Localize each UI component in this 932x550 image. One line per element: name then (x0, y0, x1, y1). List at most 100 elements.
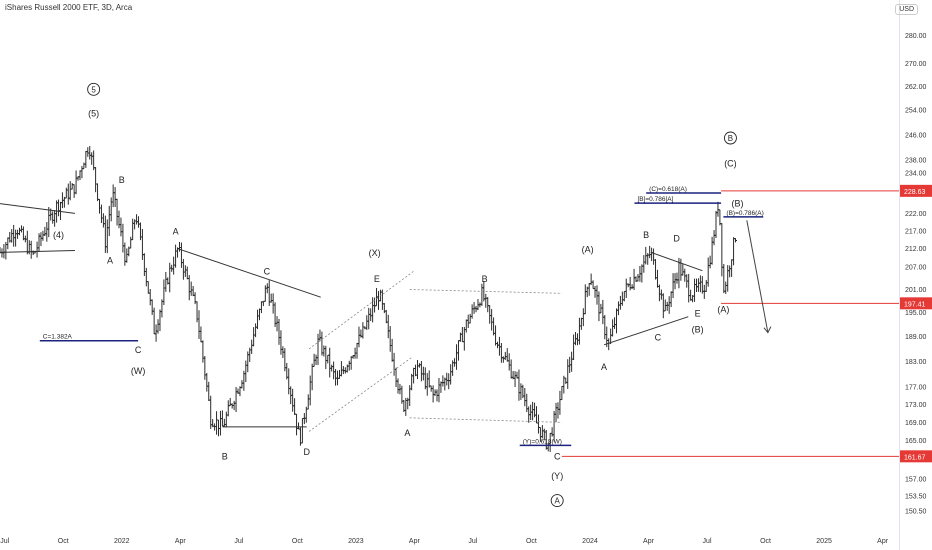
ohlc-bar (536, 414, 540, 434)
ohlc-bar (689, 289, 693, 301)
ohlc-bar (68, 181, 72, 201)
ohlc-bar (466, 314, 470, 329)
ohlc-bar (269, 293, 273, 303)
fib-level-label: C=1.382A (43, 334, 73, 341)
wave-label: A (601, 362, 607, 372)
x-tick-label: Oct (526, 538, 537, 545)
wave-label: (5) (88, 108, 99, 118)
wave-label: A (555, 497, 561, 506)
y-tick-label: 212.00 (905, 246, 927, 253)
ohlc-bar (160, 299, 164, 318)
ohlc-bar (259, 301, 263, 314)
ohlc-bar (265, 283, 269, 294)
price-axis-separator (899, 0, 900, 550)
wave-label: D (673, 234, 680, 244)
ohlc-bar (554, 402, 558, 423)
ohlc-bar (687, 273, 691, 303)
ohlc-bar (650, 247, 654, 262)
ohlc-bar (107, 205, 111, 237)
ohlc-bar (168, 262, 172, 293)
ohlc-bar (618, 295, 622, 310)
ohlc-bar (616, 301, 620, 316)
ohlc-bar (577, 317, 581, 345)
ohlc-bar (433, 389, 437, 396)
ohlc-bar (355, 342, 359, 359)
ohlc-bar (271, 293, 275, 314)
ohlc-bar (704, 279, 708, 292)
trend-line (603, 316, 689, 346)
ohlc-bar (517, 369, 521, 401)
ohlc-bar (667, 296, 671, 314)
ohlc-bar (94, 167, 98, 193)
ohlc-bar (347, 360, 351, 371)
ohlc-bar (349, 356, 353, 370)
ohlc-bar (220, 410, 224, 427)
y-tick-label: 238.00 (905, 158, 927, 165)
ohlc-bar (531, 401, 535, 421)
ohlc-bar (423, 367, 427, 390)
ohlc-bar (277, 318, 281, 345)
ohlc-bar (716, 201, 720, 217)
ohlc-bar (503, 351, 507, 361)
ohlc-bar (64, 187, 68, 199)
wave-label-circle (87, 82, 101, 96)
ohlc-bar (10, 229, 14, 243)
ohlc-bar (519, 383, 523, 400)
ohlc-bar (137, 216, 141, 228)
wave-label: C (554, 452, 561, 462)
ohlc-bar (187, 275, 191, 301)
ohlc-bar (681, 263, 685, 276)
x-tick-label: Jul (468, 538, 477, 545)
ohlc-bar (293, 398, 297, 416)
y-tick-label: 201.00 (905, 287, 927, 294)
wave-label: (4) (53, 230, 64, 240)
currency-button[interactable]: USD (895, 4, 918, 15)
price-line-label: 197.41 (904, 301, 926, 308)
ohlc-bar (318, 329, 322, 342)
dotted-channel-line (308, 356, 413, 432)
ohlc-bar (45, 222, 49, 242)
ohlc-bar (384, 309, 388, 324)
ohlc-bar (70, 183, 74, 190)
ohlc-bar (123, 242, 127, 266)
ohlc-bar (587, 283, 591, 296)
ohlc-bar (509, 359, 513, 379)
ohlc-bar (224, 411, 228, 428)
ohlc-bar (205, 372, 209, 392)
ohlc-bar (43, 226, 47, 237)
y-tick-label: 246.00 (905, 132, 927, 139)
x-tick-label: Oct (760, 538, 771, 545)
ohlc-bar (138, 222, 142, 241)
ohlc-bar (97, 198, 101, 214)
ohlc-bar (275, 316, 279, 332)
ohlc-bar (150, 299, 154, 315)
ohlc-bar (146, 281, 150, 294)
ohlc-bar (581, 308, 585, 327)
wave-label: (B) (731, 199, 743, 209)
ohlc-bar (615, 308, 619, 334)
trend-line (650, 251, 703, 272)
ohlc-bar (550, 427, 554, 437)
ohlc-bar (21, 226, 25, 241)
ohlc-bar (636, 273, 640, 282)
wave-label: A (404, 428, 410, 438)
ohlc-bar (734, 238, 738, 243)
ohlc-bar (499, 342, 503, 363)
ohlc-bar (183, 265, 187, 277)
wave-label: E (374, 274, 380, 284)
ohlc-bar (314, 354, 318, 365)
x-tick-label: Jul (234, 538, 243, 545)
y-tick-label: 195.00 (905, 310, 927, 317)
ohlc-bar (552, 410, 556, 442)
ohlc-bar (669, 291, 673, 308)
fib-level-label: (C)=0.618(A) (649, 186, 687, 193)
ohlc-bar (419, 360, 423, 382)
ohlc-bar (726, 265, 730, 292)
ohlc-bar (109, 197, 113, 222)
ohlc-bar (710, 236, 714, 265)
ohlc-bar (162, 279, 166, 306)
ohlc-bar (367, 307, 371, 330)
y-tick-label: 207.00 (905, 264, 927, 271)
